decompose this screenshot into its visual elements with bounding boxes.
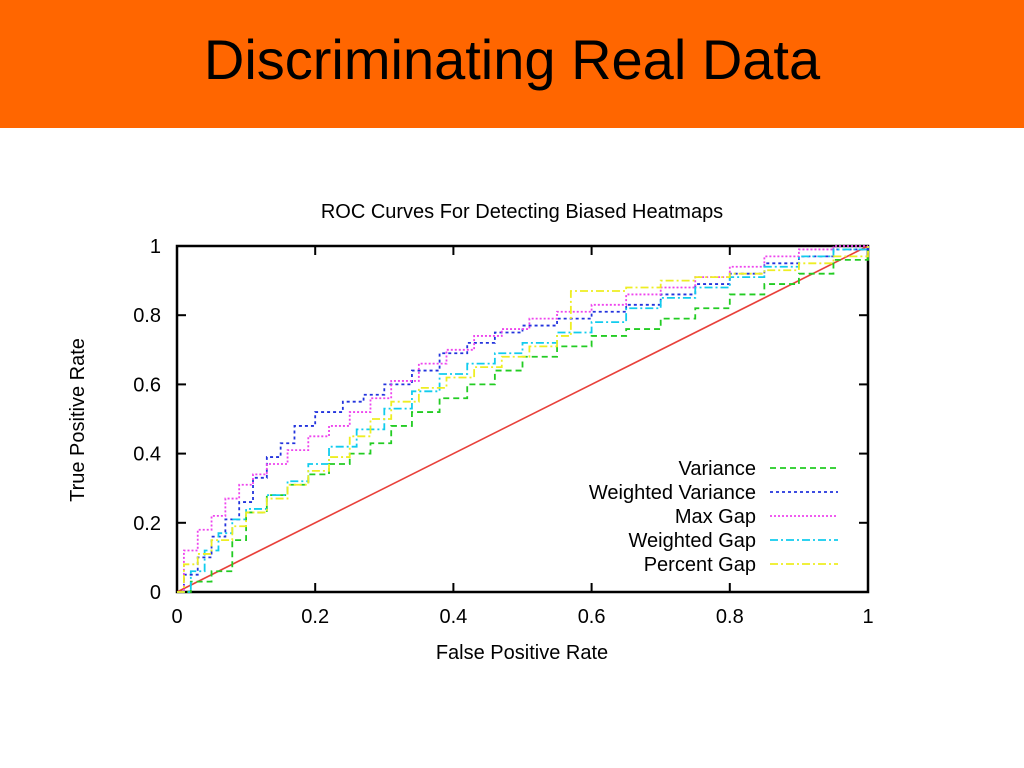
- series-line-3: [177, 246, 869, 593]
- y-tick-label: 1: [150, 236, 161, 258]
- x-tick-label: 0.6: [578, 606, 606, 628]
- x-axis-label: False Positive Rate: [436, 642, 608, 664]
- legend-label: Variance: [679, 458, 756, 480]
- x-tick-label: 0: [171, 606, 182, 628]
- y-tick-label: 0.2: [133, 513, 161, 535]
- x-tick-label: 0.8: [716, 606, 744, 628]
- series-line-2: [177, 245, 868, 593]
- x-tick-label: 0.4: [439, 606, 467, 628]
- diagonal-line: [176, 245, 869, 593]
- y-tick-label: 0.6: [133, 374, 161, 396]
- series-line-1: [177, 246, 869, 593]
- y-tick-label: 0.8: [133, 305, 161, 327]
- legend-label: Weighted Gap: [629, 530, 757, 552]
- y-axis-label: True Positive Rate: [67, 338, 89, 502]
- slide-title: Discriminating Real Data: [203, 27, 821, 91]
- legend-label: Max Gap: [675, 506, 756, 528]
- slide-header: Discriminating Real Data: [0, 0, 1024, 128]
- legend-label: Weighted Variance: [589, 482, 756, 504]
- x-tick-label: 0.2: [301, 606, 329, 628]
- legend-label: Percent Gap: [644, 554, 756, 576]
- x-tick-label: 1: [862, 606, 873, 628]
- y-tick-label: 0.4: [133, 444, 161, 466]
- roc-chart: ROC Curves For Detecting Biased Heatmaps…: [67, 201, 874, 664]
- chart-title: ROC Curves For Detecting Biased Heatmaps: [321, 201, 723, 223]
- plot-frame: [175, 244, 870, 594]
- y-tick-label: 0: [150, 582, 161, 604]
- plot-area: 0 0.2 0.4 0.6 0.8 100.20.40.60.81VarianceWeig…: [133, 236, 873, 628]
